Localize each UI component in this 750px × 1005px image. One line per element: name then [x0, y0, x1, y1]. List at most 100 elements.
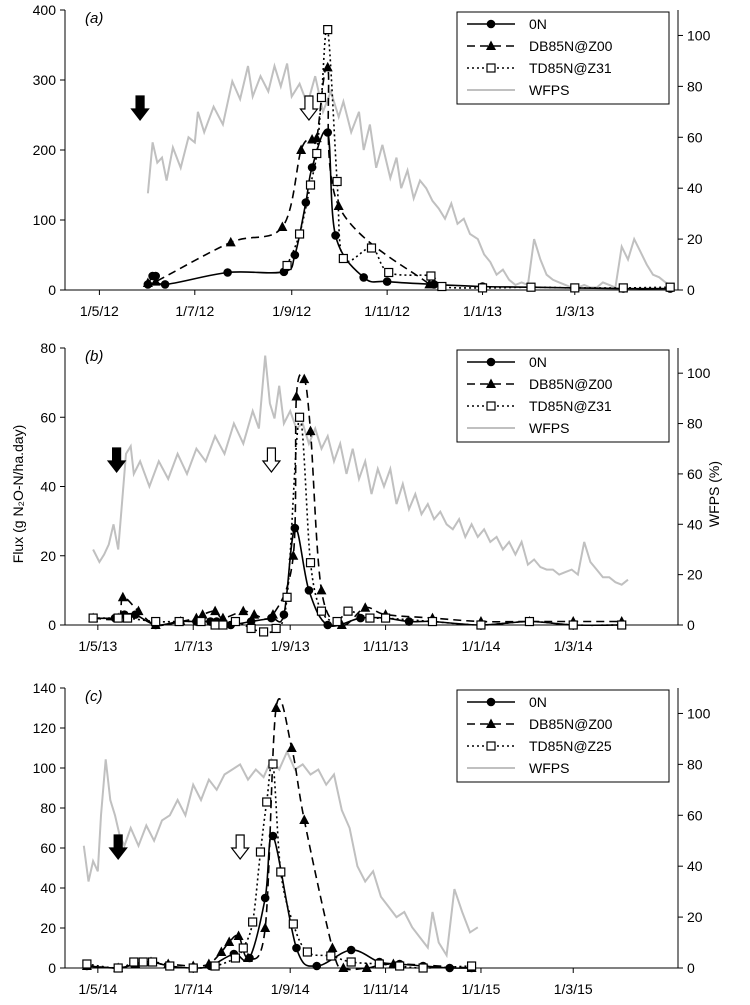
- data-point: [294, 412, 305, 422]
- data-point: [288, 919, 298, 929]
- data-point: [217, 612, 228, 623]
- data-point: [322, 61, 333, 72]
- data-point: [151, 616, 161, 627]
- data-point: [346, 945, 356, 955]
- y-tick-label: 20: [40, 920, 56, 936]
- data-point: [277, 221, 288, 231]
- wfps-line: [146, 62, 671, 289]
- panel-label: (c): [85, 688, 103, 705]
- y-tick-label: 40: [40, 880, 56, 896]
- data-point: [427, 616, 438, 627]
- data-point: [305, 180, 316, 190]
- legend-marker: [486, 697, 496, 707]
- data-point: [288, 550, 299, 560]
- sowing-arrow-icon: [108, 834, 128, 860]
- data-point: [258, 627, 269, 637]
- legend-label: WFPS: [529, 760, 569, 776]
- data-point: [332, 616, 342, 627]
- x-tick-label: 1/5/12: [80, 303, 119, 319]
- data-point: [338, 962, 349, 972]
- y2-tick-label: 80: [687, 756, 703, 772]
- wfps-line: [82, 749, 479, 959]
- y-tick-label: 100: [33, 212, 57, 228]
- data-point: [395, 961, 405, 971]
- data-point: [327, 942, 338, 952]
- data-point: [268, 759, 278, 769]
- data-point: [129, 957, 139, 967]
- data-point: [271, 623, 281, 634]
- legend-marker: [486, 63, 496, 73]
- series-line-1: [93, 527, 622, 627]
- data-point: [224, 936, 235, 946]
- legend-label: WFPS: [529, 420, 569, 436]
- data-point: [359, 273, 368, 282]
- data-point: [151, 271, 160, 281]
- panel-label: (b): [85, 348, 103, 365]
- data-point: [267, 609, 278, 619]
- series-line-2: [146, 65, 430, 286]
- data-point: [323, 620, 333, 630]
- y-tick-label: 0: [48, 617, 56, 633]
- y-tick-label: 200: [33, 142, 57, 158]
- sowing-arrow-icon: [130, 95, 150, 121]
- legend-label: 0N: [529, 16, 547, 32]
- data-point: [88, 613, 98, 623]
- y2-tick-label: 80: [687, 78, 703, 94]
- data-point: [304, 586, 314, 595]
- data-point: [286, 742, 297, 752]
- legend-label: WFPS: [529, 82, 569, 98]
- data-point: [365, 613, 375, 623]
- data-point: [316, 584, 327, 595]
- data-point: [356, 613, 365, 623]
- data-point: [117, 591, 128, 602]
- data-point: [113, 963, 123, 973]
- y2-tick-label: 40: [687, 180, 703, 196]
- data-point: [210, 961, 220, 971]
- topdress-arrow-icon: [299, 95, 319, 121]
- panel-label: (a): [85, 10, 103, 27]
- x-tick-label: 1/5/13: [78, 638, 117, 654]
- data-point: [271, 702, 282, 712]
- data-point: [305, 425, 316, 436]
- data-point: [290, 523, 300, 533]
- series-line-3: [93, 416, 622, 634]
- data-point: [138, 957, 148, 967]
- x-tick-label: 1/1/14: [461, 638, 500, 654]
- y-tick-label: 140: [33, 680, 57, 696]
- data-point: [570, 283, 580, 293]
- legend-label: DB85N@Z00: [529, 716, 613, 732]
- x-tick-label: 1/7/13: [174, 638, 213, 654]
- data-point: [618, 283, 628, 293]
- data-point: [323, 128, 333, 137]
- series-line-1: [86, 834, 472, 969]
- legend-marker: [486, 401, 496, 411]
- right-axis-title: WFPS (%): [706, 460, 722, 528]
- topdress-arrow-icon: [261, 447, 282, 473]
- x-tick-label: 1/1/15: [461, 981, 500, 997]
- data-point: [262, 797, 272, 807]
- left-axis-title: Flux (g N₂O-N/ha.day): [10, 424, 26, 564]
- data-point: [312, 148, 322, 159]
- data-point: [210, 605, 221, 616]
- data-point: [290, 250, 300, 260]
- legend-label: TD85N@Z31: [529, 398, 612, 414]
- data-point: [299, 814, 310, 824]
- data-point: [305, 558, 316, 568]
- data-point: [160, 280, 170, 289]
- data-point: [384, 267, 394, 278]
- data-point: [382, 277, 392, 286]
- data-point: [374, 959, 384, 969]
- legend-label: DB85N@Z00: [529, 38, 613, 54]
- legend-marker: [486, 40, 496, 50]
- y-tick-label: 300: [33, 72, 57, 88]
- data-point: [311, 132, 322, 143]
- data-point: [360, 602, 371, 612]
- y2-tick-label: 60: [687, 129, 703, 145]
- legend-marker: [486, 19, 496, 29]
- x-tick-label: 1/3/15: [554, 981, 593, 997]
- data-point: [418, 963, 428, 973]
- legend-label: 0N: [529, 694, 547, 710]
- data-point: [336, 619, 347, 629]
- data-point: [323, 25, 333, 35]
